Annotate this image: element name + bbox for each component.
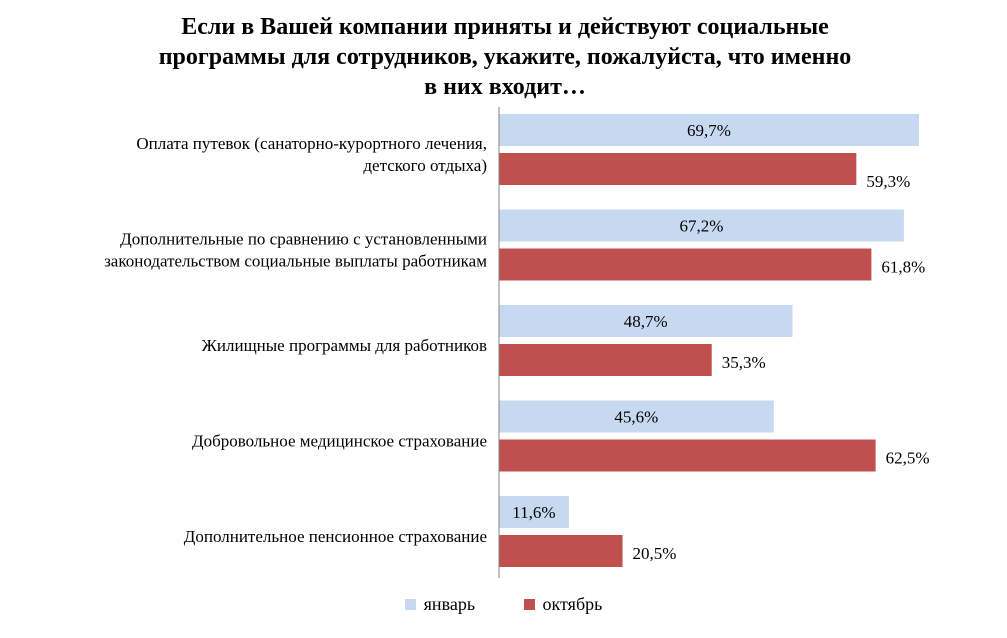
bar-january-1 <box>499 114 919 146</box>
chart-title-line-1: Если в Вашей компании приняты и действую… <box>181 14 829 40</box>
category-label-1: Оплата путевок (санаторно-курортного леч… <box>136 134 487 175</box>
bar-october-3 <box>499 344 712 376</box>
bar-january-2 <box>499 209 904 242</box>
bar-january-5 <box>499 496 569 528</box>
data-label-january-5: 11,6% <box>512 503 555 522</box>
category-label-4: Добровольное медицинское страхование <box>192 432 487 451</box>
bar-october-1 <box>499 153 857 185</box>
legend-item-october: октябрь <box>523 594 603 615</box>
bar-october-5 <box>499 535 623 567</box>
legend-swatch-january <box>404 599 416 610</box>
data-label-january-3: 48,7% <box>624 312 668 331</box>
data-label-october-5: 20,5% <box>633 544 677 563</box>
chart-title: Если в Вашей компании приняты и действую… <box>95 12 915 102</box>
category-label-3: Жилищные программы для работников <box>202 336 487 355</box>
bar-october-2 <box>499 248 872 281</box>
bar-january-4 <box>499 400 774 433</box>
bar-october-4 <box>499 439 876 472</box>
data-label-january-2: 67,2% <box>680 217 724 236</box>
category-label-2: Дополнительные по сравнению с установлен… <box>104 230 487 271</box>
chart-title-line-3: в них входит… <box>424 74 586 100</box>
data-label-october-4: 62,5% <box>886 449 930 468</box>
bar-january-3 <box>499 305 793 337</box>
category-label-5: Дополнительное пенсионное страхование <box>184 527 487 546</box>
legend-swatch-october <box>523 599 535 610</box>
data-label-october-2: 61,8% <box>881 258 925 277</box>
legend-item-january: январь <box>404 594 476 615</box>
chart-title-line-2: программы для сотрудников, укажите, пожа… <box>158 44 852 70</box>
data-label-january-4: 45,6% <box>614 408 658 427</box>
legend-label-october: октябрь <box>542 594 603 614</box>
legend: январь октябрь <box>0 594 1007 615</box>
legend-label-january: январь <box>423 594 476 614</box>
data-label-january-1: 69,7% <box>687 121 731 140</box>
data-label-october-1: 59,3% <box>866 172 910 191</box>
data-label-october-3: 35,3% <box>722 353 766 372</box>
